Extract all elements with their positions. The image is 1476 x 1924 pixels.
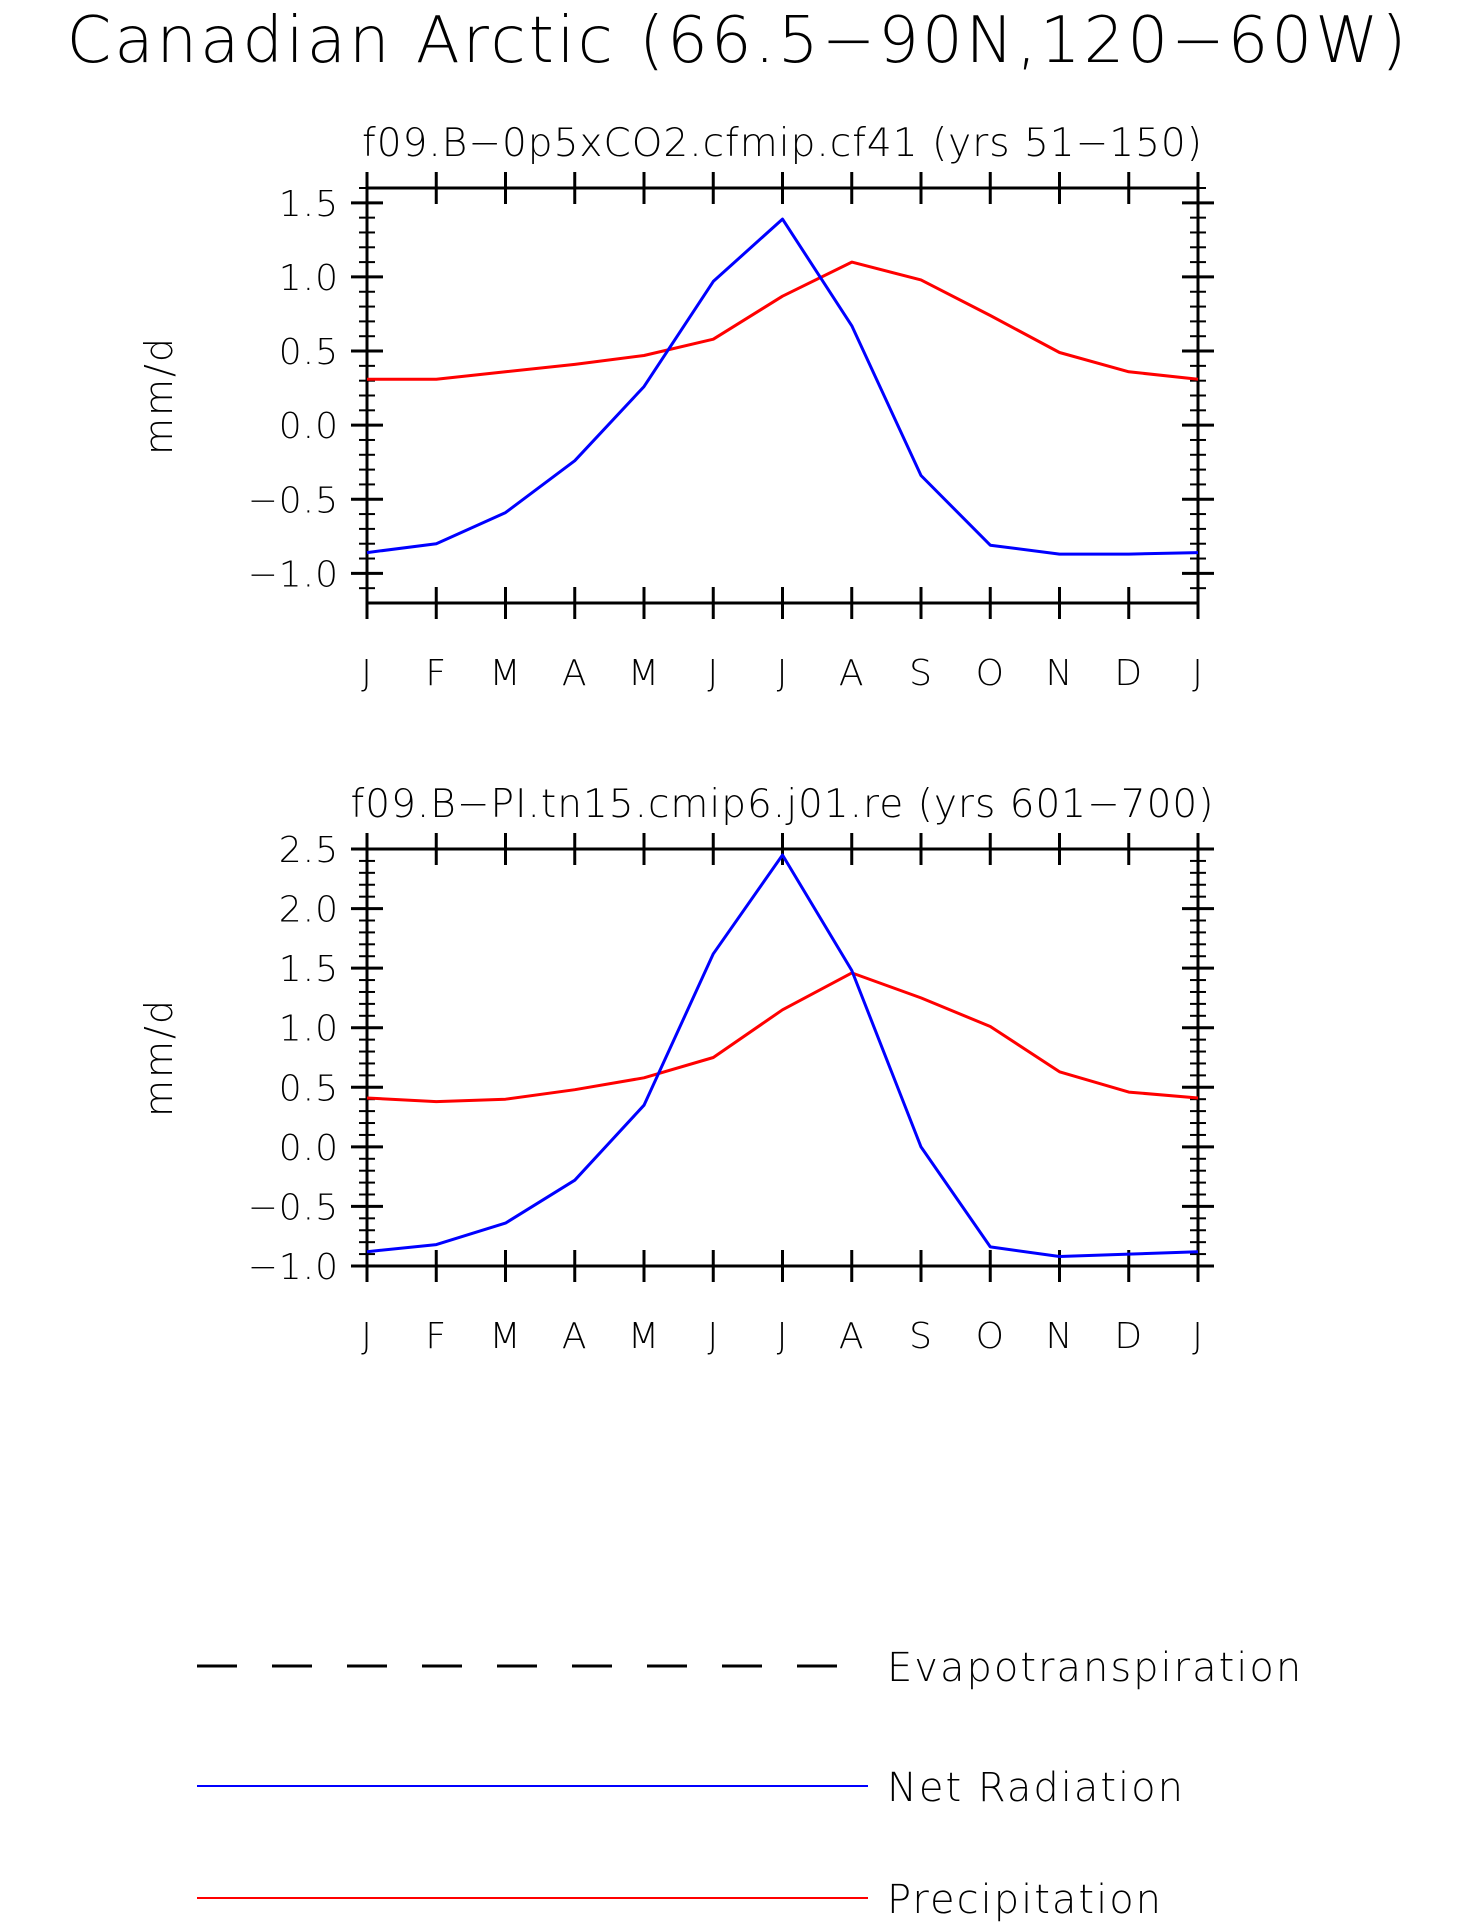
y-tick-label: −1.0 [248,554,339,595]
legend-label-evapotranspiration: Evapotranspiration [887,1645,1303,1691]
y-tick-label: 2.0 [279,890,339,931]
panel-title: f09.B−PI.tn15.cmip6.j01.re (yrs 601−700) [351,782,1215,827]
y-tick-label: 1.0 [279,1009,339,1050]
legend: Evapotranspiration Net Radiation Precipita… [197,1645,1303,1923]
x-tick-label: M [628,653,660,694]
series-line-precipitation [366,971,1199,1104]
x-tick-label: J [707,1316,719,1357]
legend-label-precipitation: Precipitation [887,1877,1163,1923]
y-tick-label: 1.5 [279,949,339,990]
x-tick-label: D [1114,653,1143,694]
series-line-precipitation [367,260,1199,381]
x-tick-label: J [361,653,373,694]
x-tick-label: M [489,653,521,694]
x-tick-label: J [361,1316,373,1357]
panel-title: f09.B−0p5xCO2.cfmip.cf41 (yrs 51−150) [362,121,1203,166]
series-line-net-radiation [366,217,1199,556]
x-tick-label: S [909,1316,933,1357]
x-tick-label: A [839,1316,865,1357]
legend-label-net-radiation: Net Radiation [887,1765,1185,1811]
plot-frame [365,847,1200,1268]
x-tick-label: F [425,1316,447,1357]
x-tick-label: F [425,653,447,694]
x-tick-label: O [976,1316,1005,1357]
y-axis-label: mm/d [137,336,181,455]
x-tick-label: O [976,653,1005,694]
x-tick-label: J [777,653,789,694]
y-tick-label: 0.5 [279,332,339,373]
figure-title: Canadian Arctic (66.5−90N,120−60W) [67,4,1410,78]
y-tick-label: 2.5 [279,830,339,871]
x-tick-label: J [1192,653,1204,694]
chart-panel-2: f09.B−PI.tn15.cmip6.j01.re (yrs 601−700)… [137,782,1214,1357]
x-tick-label: J [1192,1316,1204,1357]
plot-frame [365,186,1200,605]
y-tick-label: 0.5 [279,1068,339,1109]
y-tick-label: −1.0 [248,1247,339,1288]
x-tick-label: D [1114,1316,1143,1357]
y-tick-label: −0.5 [248,1187,339,1228]
y-tick-label: 0.0 [279,406,339,447]
series-line-net-radiation [366,853,1199,1258]
x-tick-label: J [777,1316,789,1357]
y-tick-label: −0.5 [248,480,339,521]
x-tick-label: M [489,1316,521,1357]
x-tick-label: S [909,653,933,694]
x-tick-label: N [1046,1316,1074,1357]
x-tick-label: A [562,1316,588,1357]
x-tick-label: M [628,1316,660,1357]
y-tick-label: 1.5 [279,184,339,225]
x-tick-label: J [707,653,719,694]
chart-panels: f09.B−0p5xCO2.cfmip.cf41 (yrs 51−150) mm/… [137,121,1214,1357]
x-tick-label: N [1046,653,1074,694]
x-tick-label: A [562,653,588,694]
x-tick-label: A [839,653,865,694]
chart-panel-1: f09.B−0p5xCO2.cfmip.cf41 (yrs 51−150) mm/… [137,121,1214,694]
y-axis-label: mm/d [137,998,181,1117]
y-tick-label: 0.0 [279,1128,339,1169]
y-tick-label: 1.0 [279,258,339,299]
